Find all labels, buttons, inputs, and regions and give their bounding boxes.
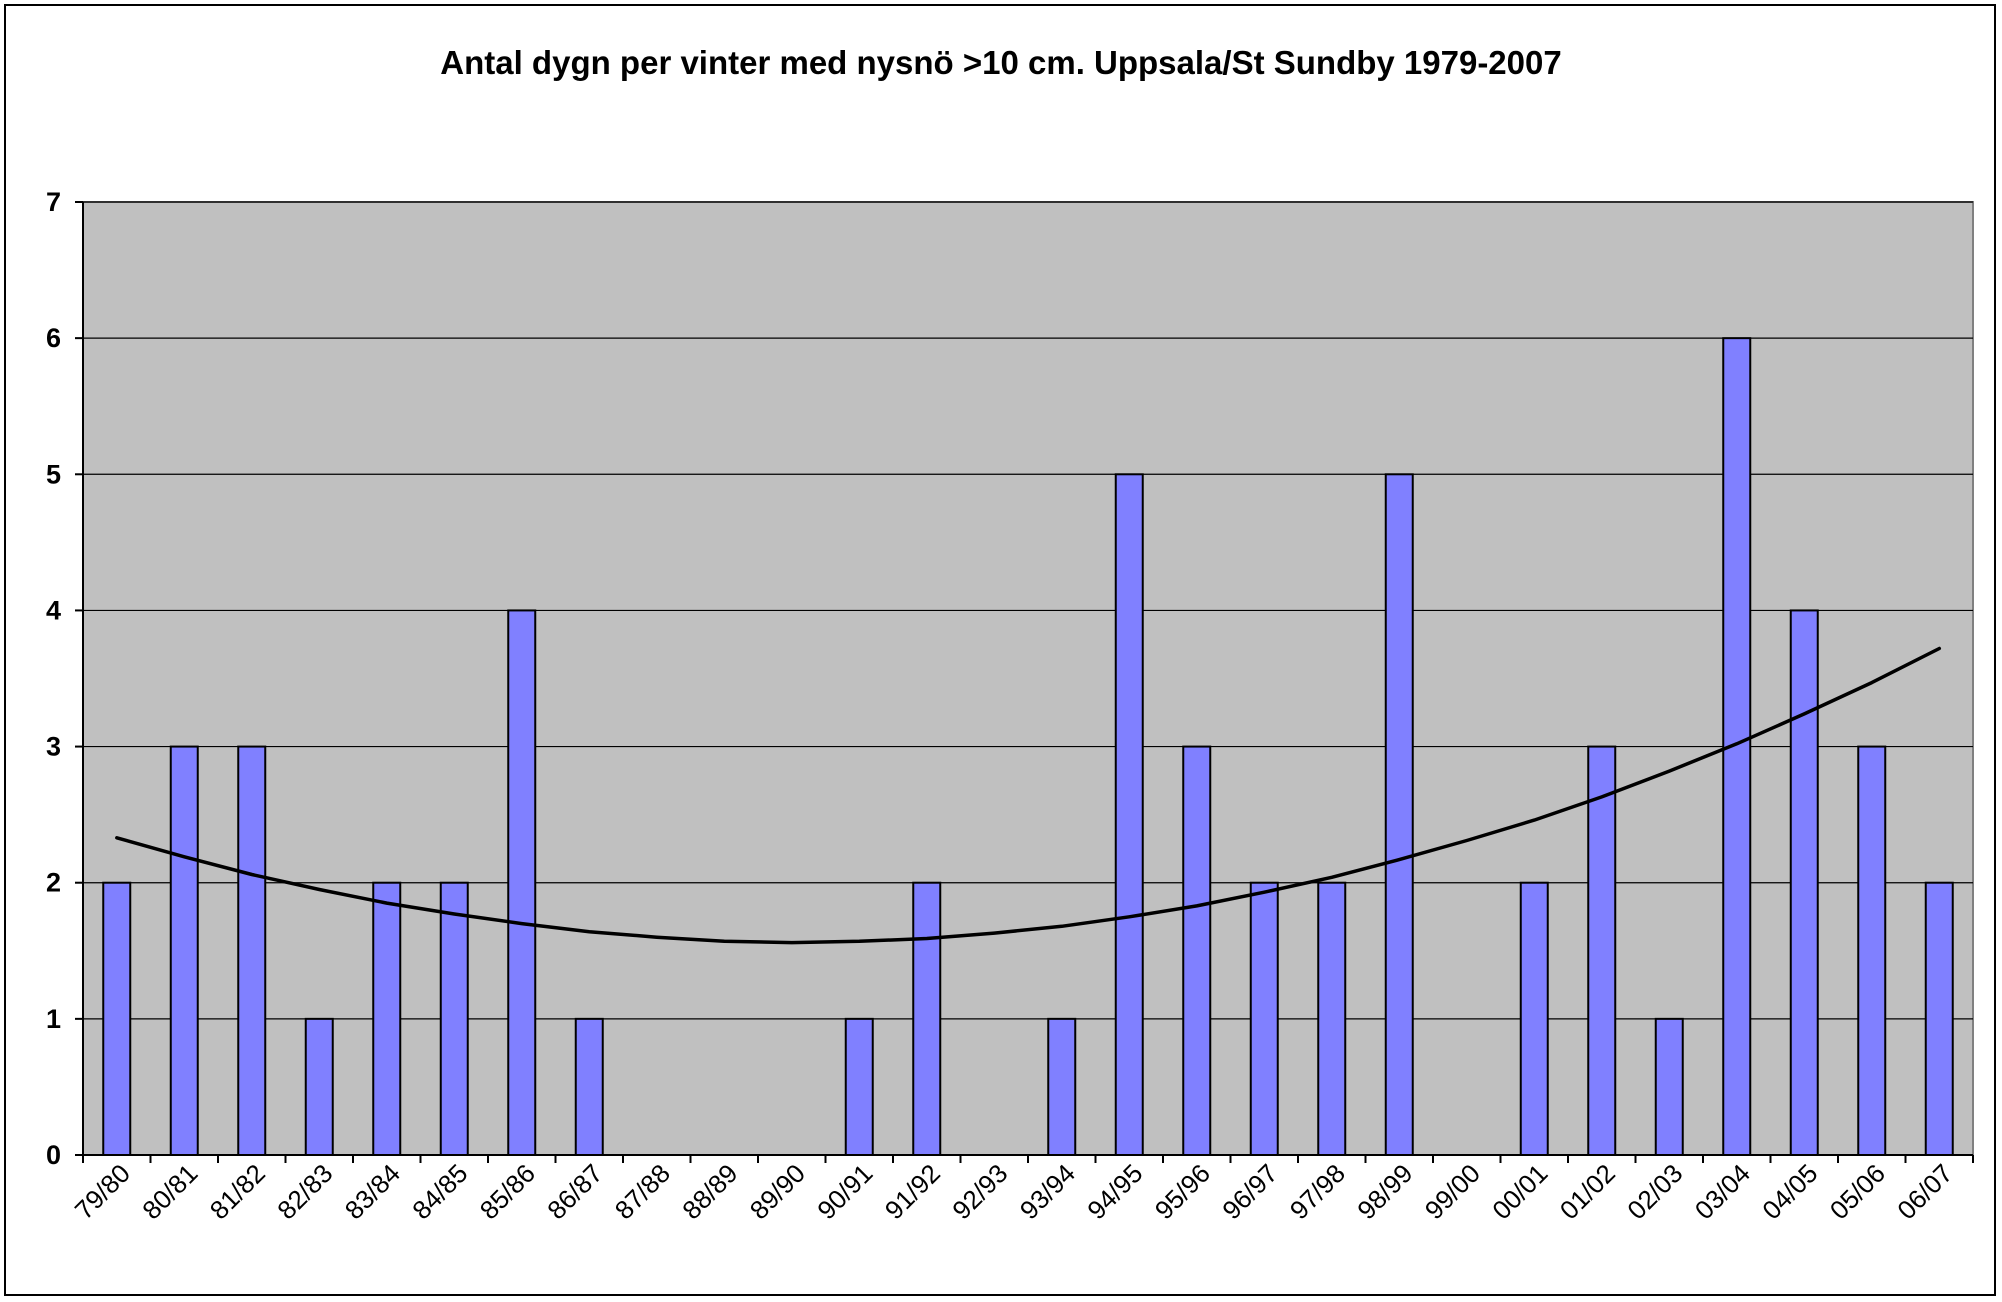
bar (1182, 745, 1212, 1156)
x-tick-label: 80/81 (136, 1158, 203, 1225)
x-tick-label: 95/96 (1149, 1158, 1216, 1225)
bar (169, 745, 199, 1156)
x-tick-label: 79/80 (69, 1158, 136, 1225)
bar (507, 609, 537, 1156)
y-tick-label: 0 (46, 1140, 61, 1170)
x-tick-label: 06/07 (1891, 1158, 1958, 1225)
bar (1587, 745, 1617, 1156)
y-tick-label: 2 (46, 868, 61, 898)
y-tick-label: 3 (46, 732, 61, 762)
bar (1519, 881, 1549, 1156)
x-tick-label: 94/95 (1081, 1158, 1148, 1225)
x-tick-label: 02/03 (1621, 1158, 1688, 1225)
x-tick-label: 84/85 (406, 1158, 473, 1225)
x-tick-label: 85/86 (474, 1158, 541, 1225)
bar (102, 881, 132, 1156)
y-tick-label: 1 (46, 1004, 61, 1034)
x-tick-label: 90/91 (811, 1158, 878, 1225)
x-tick-label: 83/84 (339, 1158, 406, 1225)
bar (1317, 881, 1347, 1156)
x-tick-label: 89/90 (744, 1158, 811, 1225)
bar (372, 881, 402, 1156)
x-tick-label: 05/06 (1824, 1158, 1891, 1225)
x-tick-label: 81/82 (204, 1158, 271, 1225)
trendline (115, 646, 1942, 945)
x-tick-label: 87/88 (609, 1158, 676, 1225)
bar (1249, 881, 1279, 1156)
bar (304, 1017, 334, 1156)
plot-background (82, 201, 1974, 1156)
y-tick-label: 6 (46, 323, 61, 353)
bar (439, 881, 469, 1156)
bar (1857, 745, 1887, 1156)
bar (912, 881, 942, 1156)
x-tick-label: 03/04 (1689, 1158, 1756, 1225)
y-tick-label: 5 (46, 459, 61, 489)
y-tick-label: 7 (46, 187, 61, 217)
y-tick-label: 4 (46, 595, 61, 625)
x-tick-label: 01/02 (1554, 1158, 1621, 1225)
x-tick-label: 00/01 (1486, 1158, 1553, 1225)
bar (237, 745, 267, 1156)
x-tick-label: 88/89 (676, 1158, 743, 1225)
bar (1654, 1017, 1684, 1156)
x-tick-label: 04/05 (1756, 1158, 1823, 1225)
x-tick-label: 92/93 (946, 1158, 1013, 1225)
x-tick-label: 99/00 (1419, 1158, 1486, 1225)
x-tick-label: 91/92 (879, 1158, 946, 1225)
x-tick-label: 96/97 (1216, 1158, 1283, 1225)
bar (574, 1017, 604, 1156)
bar (1114, 473, 1144, 1156)
x-tick-label: 82/83 (271, 1158, 338, 1225)
bar (844, 1017, 874, 1156)
plot-area: 0 1 2 3 4 5 6 7 79/80 80/81 81/82 82/83 83/84 84/85 85… (46, 187, 1974, 1225)
chart-title: Antal dygn per vinter med nysnö >10 cm. … (440, 44, 1561, 81)
x-tick-label: 97/98 (1284, 1158, 1351, 1225)
x-tick-label: 98/99 (1351, 1158, 1418, 1225)
bar (1047, 1017, 1077, 1156)
bar (1924, 881, 1954, 1156)
x-tick-label: 93/94 (1014, 1158, 1081, 1225)
bar (1384, 473, 1414, 1156)
bar (1789, 609, 1819, 1156)
x-tick-label: 86/87 (541, 1158, 608, 1225)
